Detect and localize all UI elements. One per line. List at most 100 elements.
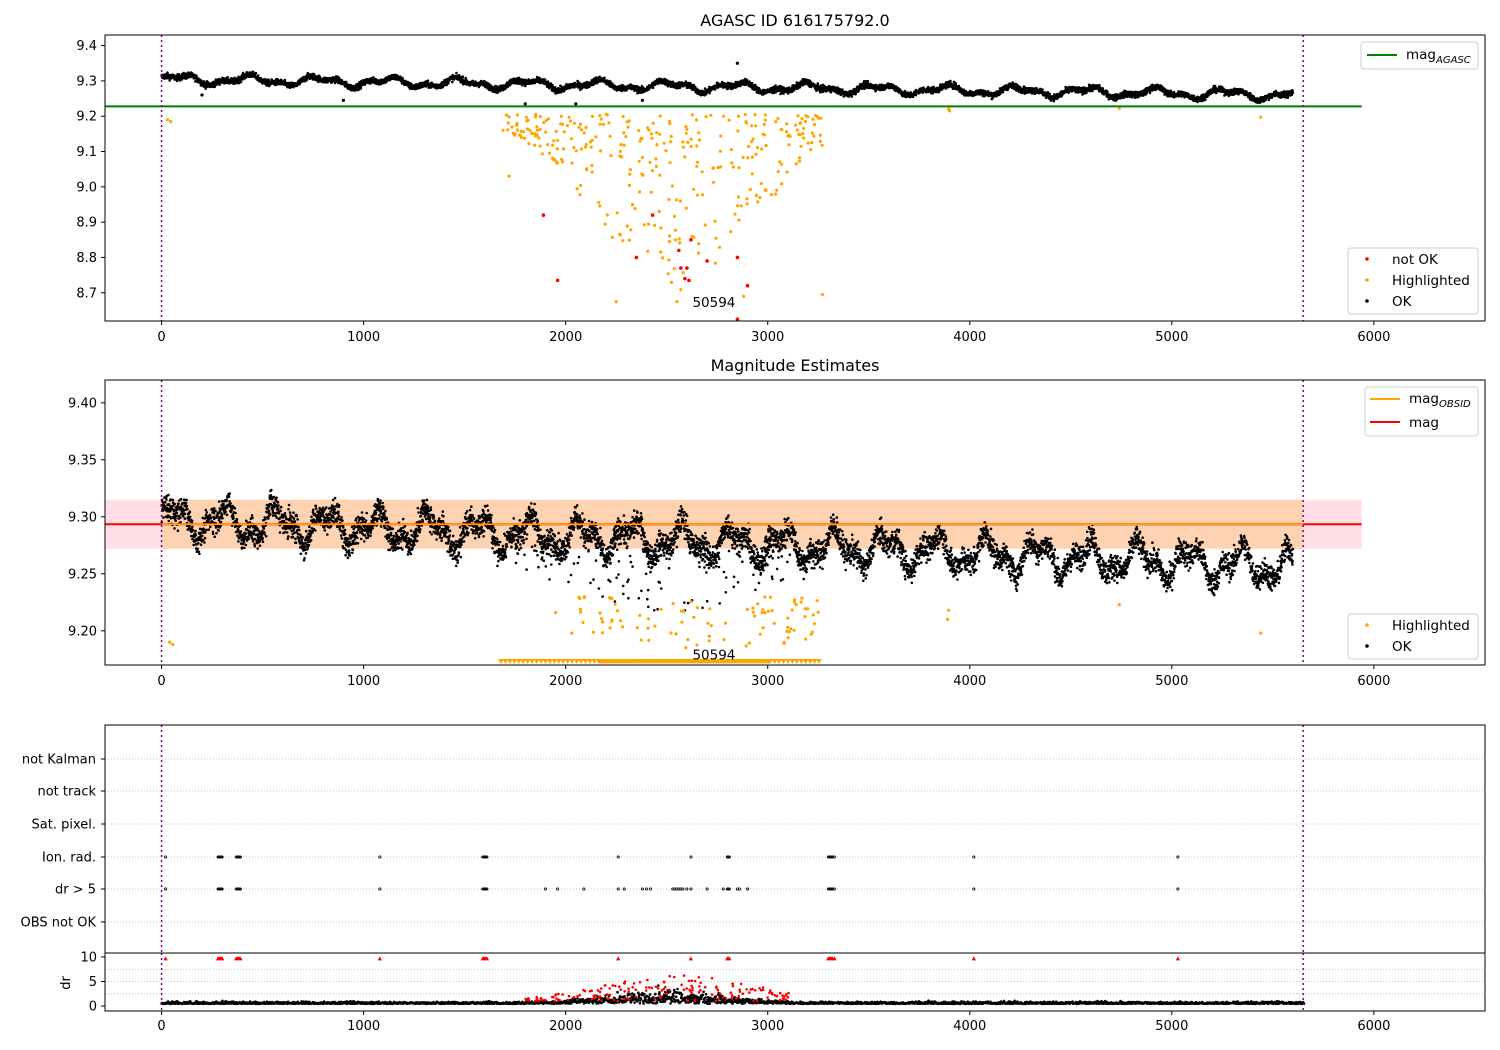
legend-label-ok: OK bbox=[1392, 294, 1413, 310]
p1-ytick-label-7: 9.4 bbox=[76, 39, 97, 54]
p4-xtick-label-4000: 4000 bbox=[953, 1019, 986, 1034]
legend-label-highlighted: Highlighted bbox=[1392, 273, 1470, 289]
flag-point-3-21 bbox=[727, 855, 731, 859]
legend-marker-ok bbox=[1365, 299, 1369, 303]
panel-1-legend-upper: magAGASC bbox=[1360, 41, 1479, 70]
p1-xtick-label-1000: 1000 bbox=[347, 330, 380, 345]
p2-ytick-label-0: 9.20 bbox=[68, 624, 97, 639]
not-ok-point-10 bbox=[705, 259, 709, 263]
p2-ytick-label-4: 9.40 bbox=[68, 396, 97, 411]
panel-2-frame bbox=[104, 379, 1486, 666]
p1-ytick-label-3: 9.0 bbox=[76, 180, 97, 195]
legend-label-highlighted-2: Highlighted bbox=[1392, 618, 1470, 634]
ok-outlier-5 bbox=[735, 61, 740, 65]
panel-2-legend-lower: Highlighted OK bbox=[1347, 613, 1479, 660]
not-ok-point-4 bbox=[677, 248, 681, 253]
p4-xtick-label-3000: 3000 bbox=[751, 1019, 784, 1034]
not-ok-point-13 bbox=[735, 317, 740, 322]
ok-outlier-2 bbox=[523, 102, 527, 106]
legend-marker-highlighted bbox=[1365, 278, 1369, 282]
flag-point-4-10 bbox=[238, 887, 242, 891]
flag-point-4-23 bbox=[644, 887, 648, 891]
panel-4-axes: 0 5 10 0 1000 2000 3000 4000 5000 6000 bbox=[80, 950, 1390, 1034]
p2-xtick-label-4000: 4000 bbox=[953, 674, 986, 689]
flag-point-3-11 bbox=[378, 855, 382, 859]
flag-point-4-34 bbox=[721, 887, 725, 891]
flag-label-5: OBS not OK bbox=[21, 916, 97, 931]
dr-overflow-markers bbox=[163, 956, 1181, 961]
p4-xtick-label-6000: 6000 bbox=[1357, 1019, 1390, 1034]
flag-label-0: not Kalman bbox=[22, 753, 96, 768]
flag-point-3-17 bbox=[616, 855, 620, 859]
p2-ytick-label-3: 9.35 bbox=[68, 453, 97, 468]
p1-ytick-label-4: 9.1 bbox=[76, 145, 97, 160]
flag-point-4-37 bbox=[727, 887, 731, 891]
flag-point-3-29 bbox=[1176, 855, 1180, 859]
ok-outlier-1 bbox=[341, 98, 346, 102]
flag-point-4-31 bbox=[685, 887, 689, 891]
p1-xtick-label-2000: 2000 bbox=[549, 330, 582, 345]
p4-xtick-label-5000: 5000 bbox=[1155, 1019, 1188, 1034]
p2-xtick-label-3000: 3000 bbox=[751, 674, 784, 689]
legend-label-ok-2: OK bbox=[1392, 639, 1413, 655]
p4-xtick-label-2000: 2000 bbox=[549, 1019, 582, 1034]
p1-ytick-label-5: 9.2 bbox=[76, 110, 97, 125]
panel-1-data: 50594 bbox=[105, 35, 1362, 322]
p2-ytick-label-1: 9.25 bbox=[68, 567, 97, 582]
legend-marker-highlighted-2 bbox=[1365, 623, 1369, 627]
panel-1-axes: 0 1000 2000 3000 4000 5000 6000 8.7 8.8 8.9 9.0 9.1… bbox=[76, 39, 1390, 345]
flag-label-1: not track bbox=[37, 785, 96, 800]
panel-3-data bbox=[105, 725, 1485, 953]
panel-2-title: Magnitude Estimates bbox=[711, 356, 880, 375]
legend-label-mag-agasc: magAGASC bbox=[1406, 47, 1471, 66]
panel-3-axes: not Kalman not track Sat. pixel. Ion. rad. d… bbox=[21, 753, 105, 931]
legend-label-mag-obsid: magOBSID bbox=[1409, 391, 1471, 410]
flag-point-3-10 bbox=[238, 855, 242, 859]
flag-point-3-28 bbox=[972, 855, 976, 859]
flag-point-4-21 bbox=[622, 887, 626, 891]
not-ok-point-9 bbox=[689, 237, 693, 242]
p1-ytick-label-2: 8.9 bbox=[76, 216, 97, 231]
not-ok-point-3 bbox=[650, 213, 655, 217]
flag-point-4-48 bbox=[1176, 887, 1180, 891]
flag-point-4-24 bbox=[649, 887, 653, 891]
dr-series-red bbox=[524, 974, 790, 1003]
flag-point-4-30 bbox=[681, 887, 685, 891]
flag-point-4-5 bbox=[220, 887, 224, 891]
dr-ytick-label-0: 0 bbox=[89, 1000, 97, 1015]
not-ok-point-1 bbox=[555, 278, 560, 283]
p2-ytick-label-2: 9.30 bbox=[68, 510, 97, 525]
flag-point-4-39 bbox=[737, 887, 741, 891]
annotation-obsid-2: 50594 bbox=[692, 647, 735, 663]
not-ok-point-7 bbox=[685, 266, 689, 270]
legend-label-not-ok: not OK bbox=[1392, 252, 1439, 268]
panel-2-data: 50594 bbox=[105, 380, 1362, 665]
flag-point-4-20 bbox=[616, 887, 620, 891]
legend-label-mag: mag bbox=[1409, 415, 1439, 431]
series-ok bbox=[160, 70, 1295, 105]
flag-point-4-0 bbox=[164, 887, 168, 891]
ok-outlier-4 bbox=[574, 102, 578, 106]
p4-xtick-label-0: 0 bbox=[157, 1019, 165, 1034]
flag-point-3-0 bbox=[164, 855, 168, 859]
dr-ytick-label-1: 5 bbox=[89, 975, 97, 990]
series-ok-2-low bbox=[514, 544, 820, 612]
panel-flags: not Kalman not track Sat. pixel. Ion. rad. d… bbox=[21, 724, 1486, 954]
p1-xtick-label-3000: 3000 bbox=[751, 330, 784, 345]
p4-xtick-label-1000: 1000 bbox=[347, 1019, 380, 1034]
flag-point-3-5 bbox=[220, 855, 224, 859]
panel-4-data bbox=[105, 953, 1485, 1011]
annotation-obsid: 50594 bbox=[692, 295, 735, 311]
flag-point-4-40 bbox=[746, 887, 750, 891]
flag-point-4-22 bbox=[640, 887, 644, 891]
legend-marker-ok-2 bbox=[1365, 644, 1369, 648]
flag-label-4: dr > 5 bbox=[55, 883, 96, 898]
legend-marker-not-ok bbox=[1365, 257, 1369, 261]
not-ok-point-2 bbox=[634, 255, 639, 260]
p2-xtick-label-6000: 6000 bbox=[1357, 674, 1390, 689]
flag-point-4-19 bbox=[582, 887, 586, 891]
p2-xtick-label-2000: 2000 bbox=[549, 674, 582, 689]
p1-xtick-label-0: 0 bbox=[157, 330, 165, 345]
p1-ytick-label-0: 8.7 bbox=[76, 286, 97, 301]
